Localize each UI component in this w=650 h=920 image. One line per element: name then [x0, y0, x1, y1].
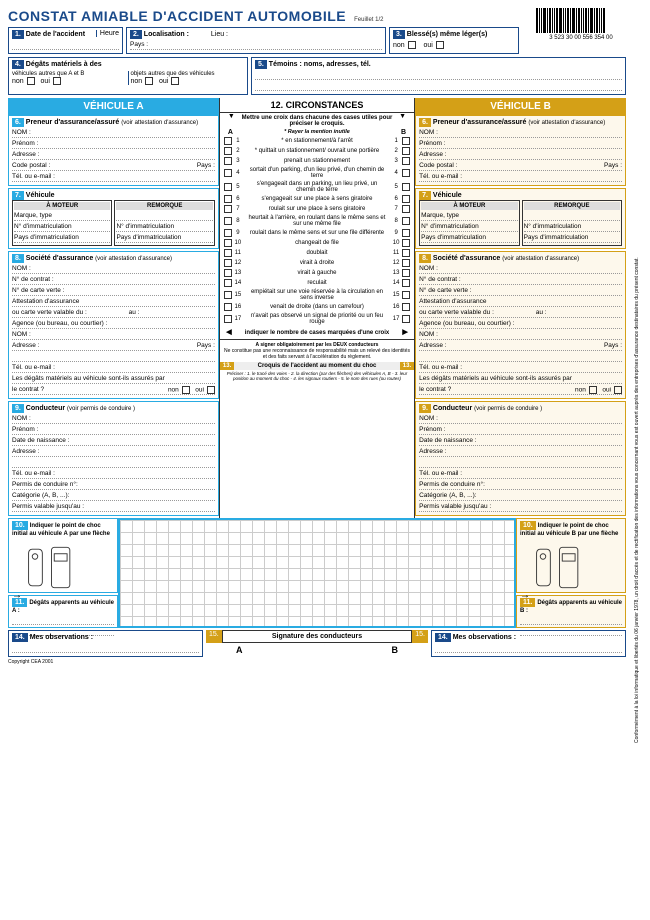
box-2-localisation[interactable]: 2. Localisation : Lieu : Pays : — [126, 27, 386, 54]
signature-label: Signature des conducteurs — [222, 630, 413, 643]
vehicule-b-header: VÉHICULE B — [415, 98, 626, 115]
sig-a[interactable]: A — [236, 645, 243, 655]
barcode: 3 523 30 00 556 354 00 — [536, 8, 626, 43]
circ-row-5[interactable]: 5s'engageait dans un parking, un lieu pr… — [220, 180, 414, 194]
circ-row-14[interactable]: 14reculait14 — [220, 278, 414, 288]
circ-row-7[interactable]: 7roulait sur une place à sens giratoire7 — [220, 204, 414, 214]
circ-row-10[interactable]: 10changeait de file10 — [220, 238, 414, 248]
circ-row-13[interactable]: 13virait à gauche13 — [220, 268, 414, 278]
box-11b[interactable]: 11. Dégâts apparents au véhicule B : — [516, 595, 626, 628]
box-10a[interactable]: 10. Indiquer le point de choc initial au… — [8, 518, 118, 593]
sig-b[interactable]: B — [392, 645, 399, 655]
croquis-grid[interactable] — [118, 518, 516, 628]
circ-row-15[interactable]: 15empiétait sur une voie réservée à la c… — [220, 288, 414, 302]
box-11a[interactable]: 11. Dégâts apparents au véhicule A : — [8, 595, 118, 628]
box-3-blesses[interactable]: 3. Blessé(s) même léger(s) non oui — [389, 27, 519, 54]
box-5-temoins[interactable]: 5. Témoins : noms, adresses, tél. — [251, 57, 626, 95]
page-title: CONSTAT AMIABLE D'ACCIDENT AUTOMOBILE — [8, 8, 346, 24]
circ-row-6[interactable]: 6s'engageait sur une place à sens girato… — [220, 194, 414, 204]
copyright: Copyright CEA 2001 — [8, 659, 626, 665]
vehicule-a-header: VÉHICULE A — [8, 98, 219, 115]
feuillet: Feuillet 1/2 — [354, 17, 383, 23]
car-icon-a — [24, 540, 79, 595]
box-7b[interactable]: 7. VéhiculeÀ MOTEURMarque, typeN° d'imma… — [415, 188, 626, 249]
circ-row-1[interactable]: 1* en stationnement/à l'arrêt1 — [220, 136, 414, 146]
circ-row-11[interactable]: 11doublait11 — [220, 248, 414, 258]
box-6b[interactable]: 6. Preneur d'assurance/assuré (voir atte… — [415, 115, 626, 186]
box-9b[interactable]: 9. Conducteur (voir permis de conduire )… — [415, 401, 626, 516]
box-14b[interactable]: 14. Mes observations : — [431, 630, 626, 657]
circ-row-16[interactable]: 16venait de droite (dans un carrefour)16 — [220, 302, 414, 312]
circ-row-12[interactable]: 12virait à droite12 — [220, 258, 414, 268]
box-6a[interactable]: 6. Preneur d'assurance/assuré (voir atte… — [8, 115, 219, 186]
box-8b[interactable]: 8. Société d'assurance (voir attestation… — [415, 251, 626, 399]
circ-row-2[interactable]: 2* quittait un stationnement/ ouvrait un… — [220, 146, 414, 156]
box-10b[interactable]: 10. Indiquer le point de choc initial au… — [516, 518, 626, 593]
circonstances-header: 12. CIRCONSTANCES — [220, 98, 414, 113]
circ-row-9[interactable]: 9roulait dans le même sens et sur une fi… — [220, 228, 414, 238]
circ-row-3[interactable]: 3prenait un stationnement3 — [220, 156, 414, 166]
box-7a[interactable]: 7. VéhiculeÀ MOTEURMarque, typeN° d'imma… — [8, 188, 219, 249]
side-legal-text: Conformément à la loi informatique et li… — [634, 100, 646, 900]
box-9a[interactable]: 9. Conducteur (voir permis de conduire )… — [8, 401, 219, 516]
circ-row-17[interactable]: 17n'avait pas observé un signal de prior… — [220, 312, 414, 326]
circ-row-8[interactable]: 8heurtait à l'arrière, en roulant dans l… — [220, 214, 414, 228]
box-1-date[interactable]: 1. Date de l'accident Heure — [8, 27, 123, 54]
car-icon-b — [532, 540, 587, 595]
circ-row-4[interactable]: 4sortait d'un parking, d'un lieu privé, … — [220, 166, 414, 180]
box-4-degats[interactable]: 4. Dégâts matériels à des véhicules autr… — [8, 57, 248, 95]
box-8a[interactable]: 8. Société d'assurance (voir attestation… — [8, 251, 219, 399]
box-14a[interactable]: 14. Mes observations : — [8, 630, 203, 657]
